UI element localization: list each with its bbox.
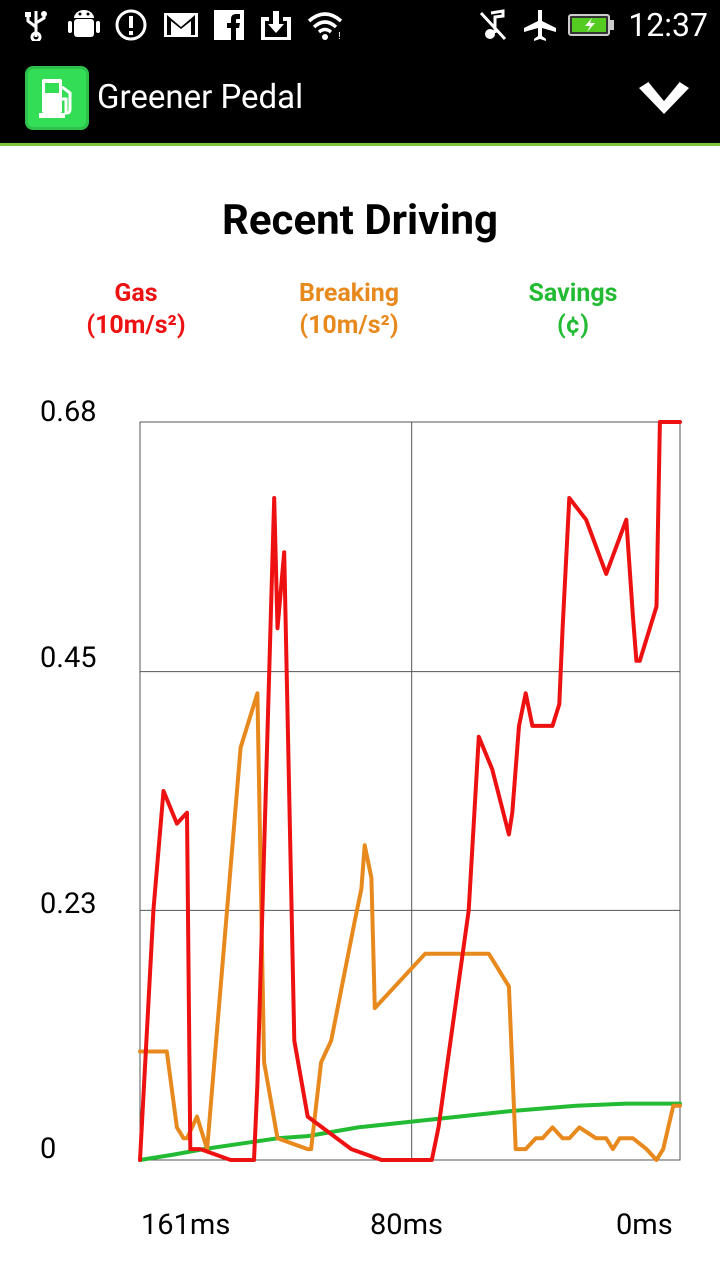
battery-icon [568,9,616,41]
alert-icon [114,9,148,41]
y-tick-label: 0.45 [40,641,97,675]
legend-gas-unit: (10m/s²) [86,311,186,340]
y-tick-label: 0 [40,1132,57,1166]
chevron-down-icon[interactable] [636,78,692,118]
legend-savings-unit: (¢) [557,311,589,340]
series-line-gas [138,420,682,1162]
airplane-icon [521,9,559,41]
clock-time: 12:37 [628,6,708,44]
status-bar: ! 12:37 [0,0,720,50]
x-tick-label: 0ms [616,1208,673,1242]
line-chart [138,420,682,1162]
series-line-breaking [138,691,682,1162]
chart-title: Recent Driving [221,196,499,245]
debug-icon [66,9,102,41]
x-tick-label: 161ms [141,1208,231,1242]
gmail-icon [162,9,200,41]
series-line-savings [138,1101,682,1162]
wifi-icon: ! [306,9,344,41]
facebook-icon [212,9,246,41]
app-title: Greener Pedal [97,78,304,117]
legend-savings-name: Savings [528,279,618,308]
legend-gas-name: Gas [114,279,158,308]
y-tick-label: 0.23 [40,887,97,921]
legend-savings: Savings (¢) [453,278,693,342]
usb-icon [20,9,52,41]
plot-frame [139,421,681,1161]
fuel-pump-icon[interactable] [25,66,89,130]
action-bar: Greener Pedal [0,50,720,146]
download-icon [258,9,294,41]
legend-gas: Gas (10m/s²) [16,278,256,342]
mute-icon [476,9,510,41]
legend-breaking-name: Breaking [298,279,400,308]
y-tick-label: 0.68 [40,395,97,429]
legend-breaking: Breaking (10m/s²) [229,278,469,342]
legend-breaking-unit: (10m/s²) [299,311,399,340]
svg-text:!: ! [338,31,341,41]
x-tick-label: 80ms [370,1208,443,1242]
